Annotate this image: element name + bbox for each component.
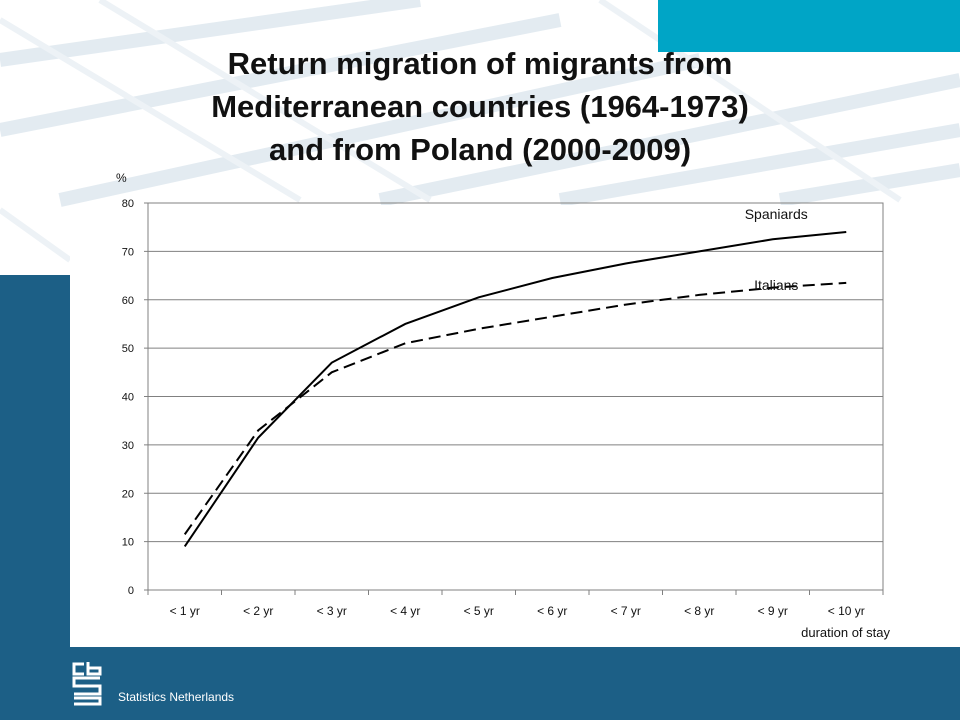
y-tick-label: 30 [122,440,134,452]
series-line-italians [183,281,847,535]
y-tick-label: 10 [122,537,134,549]
x-tick-label: < 10 yr [828,604,865,618]
footer-label: Statistics Netherlands [118,690,235,704]
accent-block [658,0,960,52]
y-tick-label: 40 [122,392,134,404]
series-label-italians: Italians [754,277,798,293]
title-line-1: Return migration of migrants from [227,46,733,81]
x-tick-label: < 1 yr [170,604,200,618]
y-tick-label: 50 [122,343,134,355]
y-tick-label: 0 [128,585,134,597]
x-tick-label: < 8 yr [684,604,714,618]
x-tick-label: < 6 yr [537,604,567,618]
y-tick-label: 20 [122,488,134,500]
x-tick-label: < 9 yr [758,604,788,618]
series-line-spaniards [183,231,847,548]
y-tick-label: 60 [122,295,134,307]
series-label-spaniards: Spaniards [745,206,808,222]
gridlines [148,250,883,543]
left-band [0,275,70,720]
x-tick-label: < 7 yr [611,604,641,618]
y-tick-label: 70 [122,246,134,258]
x-axis-ticks: < 1 yr < 2 yr < 3 yr < 4 yr < 5 yr < 6 yr < 7 … [147,590,884,618]
chart-panel [70,205,960,647]
title-line-3: and from Poland (2000-2009) [268,132,692,167]
slide-title: Return migration of migrants from Medite… [140,42,820,171]
y-tick-label: 80 [122,198,134,210]
x-tick-label: < 5 yr [464,604,494,618]
x-tick-label: < 2 yr [243,604,273,618]
footer-band [0,647,960,720]
y-axis-label: % [116,171,127,185]
title-line-2: Mediterranean countries (1964-1973) [211,89,749,124]
series-lines: Spaniards Italians [183,206,847,548]
x-tick-label: < 3 yr [317,604,347,618]
y-axis-ticks: 0 10 20 30 40 50 60 70 80 [122,198,148,597]
x-axis-label: duration of stay [801,625,890,640]
x-tick-label: < 4 yr [390,604,420,618]
cbs-logo-icon [72,662,102,706]
